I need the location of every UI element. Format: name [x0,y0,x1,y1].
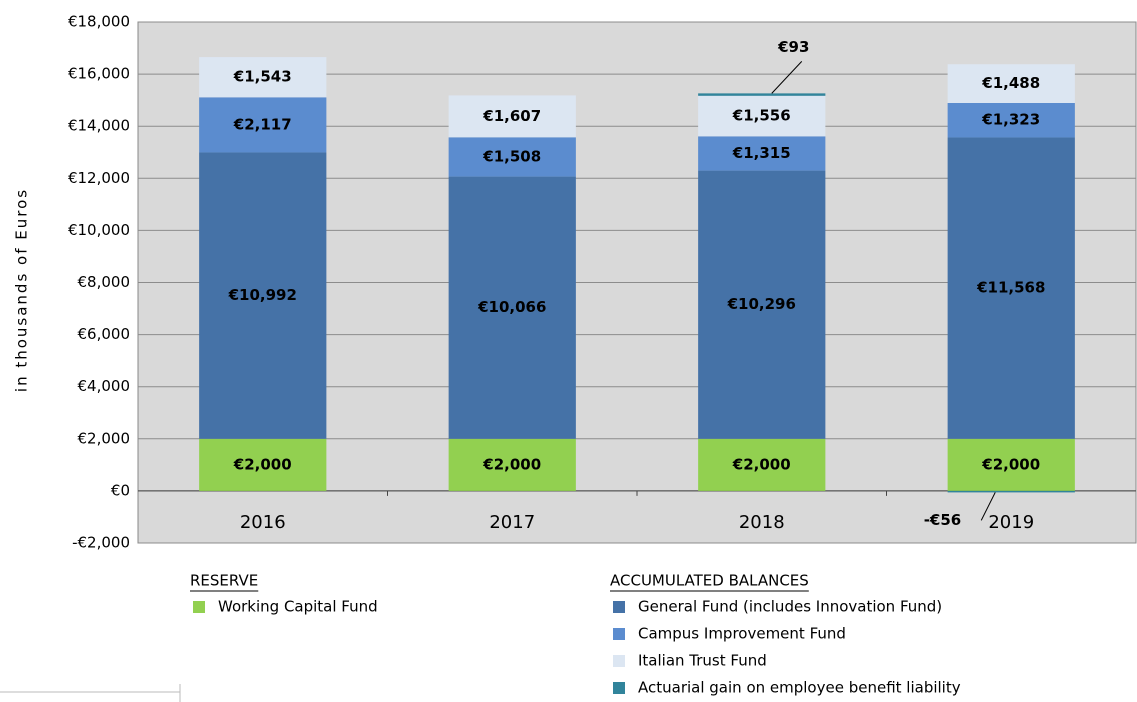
bar-segment [448,137,576,177]
value-label: €1,556 [732,107,791,125]
bar-segment [698,93,826,96]
y-tick-label: €16,000 [68,65,130,83]
bar-segment [448,176,576,439]
value-label: €11,568 [976,279,1045,297]
x-tick-label: 2019 [988,512,1034,533]
value-label: €2,000 [482,455,541,473]
bar-segment [947,102,1075,138]
legend-label: Working Capital Fund [218,598,378,616]
bar-segment [199,152,327,439]
legend-title: ACCUMULATED BALANCES [610,572,809,590]
value-label: €10,066 [477,298,546,316]
bar-segment [199,97,327,153]
legend-label: General Fund (includes Innovation Fund) [638,598,942,616]
bar-segment [448,438,576,491]
bar-segment [947,64,1075,103]
x-tick-label: 2018 [739,512,785,533]
value-label: €10,296 [727,295,796,313]
y-tick-label: -€2,000 [72,534,130,552]
legend-swatch [613,601,625,613]
legend-swatch [613,655,625,667]
bar-segment [947,438,1075,491]
x-tick-label: 2016 [240,512,286,533]
y-tick-label: €14,000 [68,117,130,135]
bar-segment [947,137,1075,439]
legend-title: RESERVE [190,572,258,590]
value-label: €2,000 [233,455,292,473]
y-tick-label: €18,000 [68,13,130,31]
y-tick-label: €0 [111,481,130,499]
bar-segment [199,438,327,491]
legend-label: Italian Trust Fund [638,652,767,670]
value-label: €2,117 [233,115,292,133]
value-label: €1,543 [233,68,292,86]
x-tick-label: 2017 [489,512,535,533]
y-axis-label: in thousands of Euros [13,188,31,392]
y-tick-label: €12,000 [68,169,130,187]
value-label: €93 [777,38,809,56]
legend-swatch [193,601,205,613]
bar-segment [698,136,826,171]
bar-segment [448,95,576,138]
y-tick-label: €10,000 [68,221,130,239]
bar-segment [698,95,826,137]
value-label: €1,315 [732,144,791,162]
value-label: €2,000 [981,455,1040,473]
leader-line [980,492,996,521]
y-tick-label: €8,000 [78,273,131,291]
y-tick-label: €6,000 [78,325,131,343]
legend-label: Actuarial gain on employee benefit liabi… [638,679,961,697]
value-label: €2,000 [732,455,791,473]
legend-swatch [613,682,625,694]
value-label: €1,508 [482,147,541,165]
y-tick-label: €4,000 [78,377,131,395]
bar-segment [947,490,1075,493]
bar-segment [698,170,826,439]
value-label: €1,323 [981,111,1040,129]
y-tick-label: €2,000 [78,429,131,447]
legend-label: Campus Improvement Fund [638,625,846,643]
value-label: €1,607 [482,107,541,125]
value-label: €1,488 [981,74,1040,92]
value-label: -€56 [924,511,962,529]
legend-swatch [613,628,625,640]
bar-segment [698,438,826,491]
bar-segment [199,57,327,98]
value-label: €10,992 [228,286,297,304]
leader-line [771,61,803,94]
